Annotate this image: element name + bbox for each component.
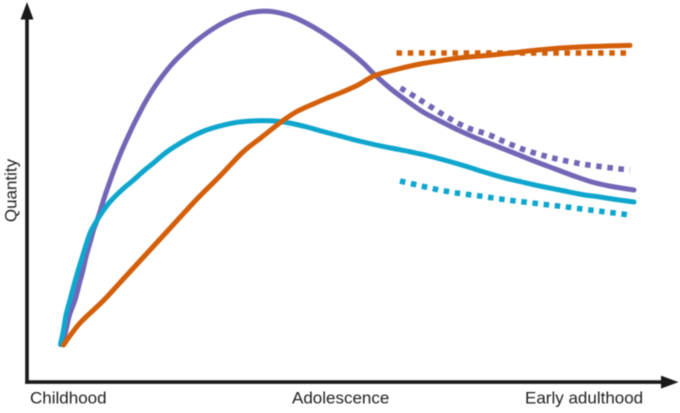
svg-text:Adolescence: Adolescence (292, 389, 389, 408)
svg-text:Childhood: Childhood (30, 389, 107, 408)
svg-text:Quantity: Quantity (2, 158, 21, 222)
svg-text:Early adulthood: Early adulthood (525, 389, 643, 408)
